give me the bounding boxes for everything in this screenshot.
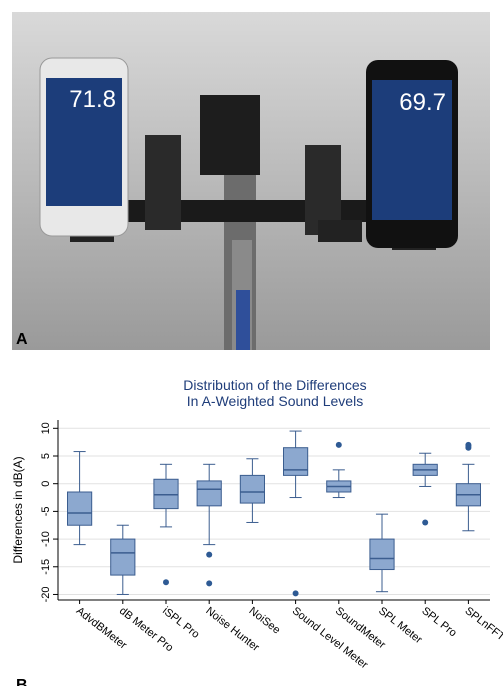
title-line: Distribution of the Differences (183, 377, 366, 393)
outlier (163, 579, 169, 585)
y-tick-label: -15 (40, 559, 52, 575)
y-axis-label: Differences in dB(A) (11, 456, 25, 563)
x-tick-label: NoiSee (247, 605, 283, 637)
box (154, 479, 178, 508)
outlier (206, 580, 212, 586)
box (370, 539, 394, 569)
outlier (206, 552, 212, 558)
x-tick-label: SPLnFFT (463, 605, 503, 644)
y-tick-label: 10 (40, 422, 52, 434)
box (197, 481, 221, 506)
box (68, 492, 92, 525)
outlier (336, 442, 342, 448)
y-tick-label: -20 (40, 587, 52, 603)
figure: 71.8 69.7 A Distribution of the Differen… (0, 0, 503, 686)
y-tick-label: 5 (40, 453, 52, 459)
x-tick-label: SPL Pro (419, 605, 458, 639)
x-tick-label: iSPL Pro (160, 605, 201, 641)
x-tick-label: Sound Level Meter (290, 605, 370, 672)
panel-label: A (16, 331, 28, 348)
panel-label: B (16, 677, 28, 686)
phone-reading: 71.8 (69, 86, 116, 113)
photo: 71.8 69.7 A (12, 12, 490, 350)
y-tick-label: 0 (40, 481, 52, 487)
title-line: In A-Weighted Sound Levels (187, 393, 363, 409)
outlier (293, 590, 299, 596)
box (284, 448, 308, 476)
outlier (422, 519, 428, 525)
box (240, 475, 264, 503)
y-tick-label: -10 (40, 531, 52, 547)
box (111, 539, 135, 575)
outlier (465, 443, 471, 449)
y-tick-label: -5 (40, 506, 52, 516)
phone-reading: 69.7 (399, 89, 446, 116)
